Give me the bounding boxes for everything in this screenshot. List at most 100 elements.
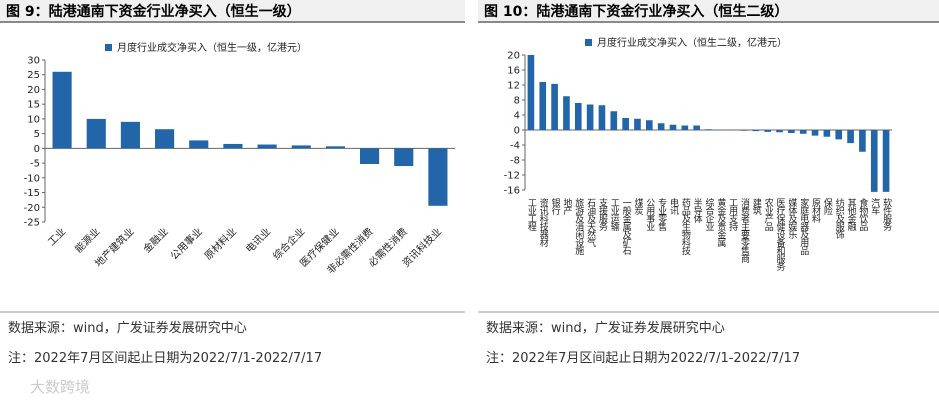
bar xyxy=(155,129,174,148)
x-tick-label: 能源业 xyxy=(72,225,102,255)
x-tick-label: 一般金属及矿石 xyxy=(621,198,632,256)
bar xyxy=(776,130,783,132)
x-tick-label: 保险 xyxy=(822,197,833,216)
x-tick-label: 工用支持 xyxy=(727,198,738,232)
bar xyxy=(528,55,535,130)
chart-title: 图 9：陆港通南下资金行业净买入（恒生一级） xyxy=(6,3,301,20)
bar xyxy=(575,103,582,130)
x-tick-label: 黄金及贵金属 xyxy=(715,197,726,248)
y-tick-label: 16 xyxy=(507,66,520,77)
bar xyxy=(599,105,606,130)
y-tick-label: 4 xyxy=(514,111,520,122)
bar xyxy=(693,126,700,131)
y-tick-label: 15 xyxy=(27,100,40,111)
x-tick-label: 医疗保健设备和服务 xyxy=(775,198,786,272)
y-tick-label: -8 xyxy=(510,156,520,167)
x-tick-label: 汽车 xyxy=(869,197,880,216)
x-tick-label: 药品及生物科技 xyxy=(680,198,691,256)
legend-swatch xyxy=(105,44,112,51)
bar xyxy=(741,130,748,131)
bar xyxy=(788,130,795,133)
bar xyxy=(753,130,760,131)
bar xyxy=(551,84,558,130)
x-tick-label: 专业零售 xyxy=(656,197,667,232)
x-tick-label: 煤炭 xyxy=(632,197,643,216)
x-tick-label: 金融业 xyxy=(140,225,170,255)
x-tick-label: 纺织及服饰 xyxy=(834,197,845,240)
x-tick-label: 原材料业 xyxy=(202,225,239,262)
bar xyxy=(705,129,712,130)
y-tick-label: -12 xyxy=(504,171,520,182)
y-tick-label: -4 xyxy=(510,141,520,152)
watermark: 大数跨境 xyxy=(30,378,90,396)
x-tick-label: 其他金融 xyxy=(846,198,857,232)
y-tick-label: 25 xyxy=(27,70,40,81)
bar xyxy=(835,130,842,139)
x-tick-label: 石油及天然气 xyxy=(585,198,596,247)
x-tick-label: 半导体 xyxy=(692,197,703,224)
y-tick-label: 20 xyxy=(27,85,40,96)
x-tick-label: 家庭电器及用品 xyxy=(798,197,809,256)
x-tick-label: 公用事业 xyxy=(644,198,655,231)
bar xyxy=(883,130,890,192)
bar xyxy=(871,130,878,192)
note: 注：2022年7月区间起止日期为2022/7/1-2022/7/17 xyxy=(486,351,800,366)
x-tick-label: 工业工程 xyxy=(526,198,537,232)
y-tick-label: -16 xyxy=(504,186,520,197)
bar xyxy=(394,148,413,166)
x-tick-label: 支援服务 xyxy=(597,197,608,232)
x-tick-label: 软件服务 xyxy=(881,197,892,232)
source: 数据来源：wind，广发证券发展研究中心 xyxy=(8,320,247,336)
x-tick-label: 旅游及消闲设施 xyxy=(573,197,584,256)
y-tick-label: 10 xyxy=(27,114,40,125)
bar xyxy=(764,130,771,132)
y-tick-label: -15 xyxy=(24,188,40,199)
legend-label: 月度行业成交净买入（恒生二级，亿港元） xyxy=(597,36,787,49)
x-tick-label: 建筑 xyxy=(751,197,762,216)
x-tick-label: 公用事业 xyxy=(167,225,204,262)
x-tick-label: 农业产品 xyxy=(763,197,774,232)
y-tick-label: 8 xyxy=(514,96,520,107)
x-tick-label: 综合企业 xyxy=(270,225,307,262)
bar xyxy=(428,148,447,205)
note: 注：2022年7月区间起止日期为2022/7/1-2022/7/17 xyxy=(8,351,322,366)
bar xyxy=(634,119,641,130)
bar xyxy=(682,126,689,131)
x-tick-label: 工业运输 xyxy=(609,198,620,232)
bar xyxy=(587,105,594,131)
bar xyxy=(646,120,653,130)
bar xyxy=(847,130,854,143)
bar xyxy=(360,148,379,164)
x-tick-label: 资讯科技器材 xyxy=(538,198,549,247)
y-tick-label: -5 xyxy=(30,159,40,170)
bar xyxy=(121,122,140,149)
x-tick-label: 银行 xyxy=(550,197,561,216)
x-tick-label: 媒体及娱乐 xyxy=(786,198,797,239)
legend-swatch xyxy=(585,39,592,46)
x-tick-label: 食物饮品 xyxy=(857,197,868,232)
x-tick-label: 电讯 xyxy=(668,197,679,216)
y-tick-label: -25 xyxy=(24,218,40,229)
bar xyxy=(292,145,311,148)
bar xyxy=(326,146,345,148)
bar xyxy=(622,118,629,130)
bar xyxy=(859,130,866,152)
bar xyxy=(658,123,665,130)
bar xyxy=(223,144,242,148)
bar xyxy=(87,119,106,148)
bar xyxy=(670,125,677,130)
bar xyxy=(610,111,617,130)
bar xyxy=(539,82,546,130)
bar xyxy=(563,96,570,130)
y-tick-label: 30 xyxy=(27,56,40,67)
bar xyxy=(53,72,72,149)
bar xyxy=(258,145,277,149)
y-tick-label: -10 xyxy=(24,173,40,184)
y-tick-label: 12 xyxy=(507,81,520,92)
bar xyxy=(800,130,807,134)
y-tick-label: 20 xyxy=(507,51,520,62)
x-tick-label: 电讯业 xyxy=(243,225,273,255)
x-tick-label: 地产 xyxy=(561,197,572,216)
legend-label: 月度行业成交净买入（恒生一级，亿港元） xyxy=(117,41,307,54)
